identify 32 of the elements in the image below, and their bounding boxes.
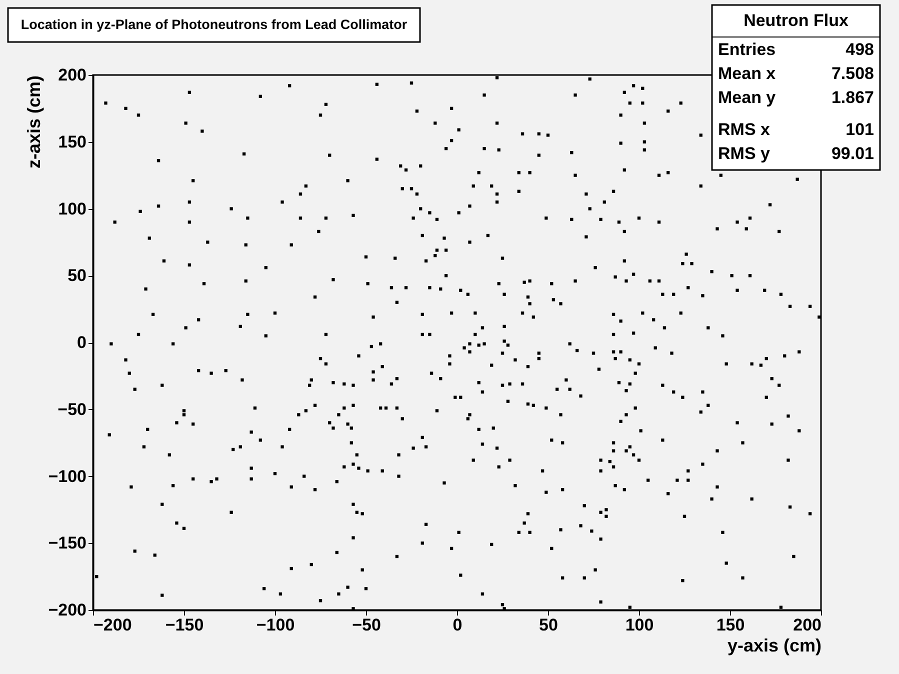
text: 1.867: [831, 88, 874, 107]
y-tick-label: 200: [58, 66, 86, 84]
x-tick-label: 150: [716, 616, 745, 634]
y-axis-title: z-axis (cm): [24, 76, 44, 169]
y-tick-label: 50: [68, 266, 86, 286]
text: 498: [846, 40, 874, 59]
annotation: Mean y: [718, 88, 776, 107]
y-tick-label: 150: [58, 132, 86, 152]
text: Entries: [718, 40, 776, 59]
x-tick-label: −150: [165, 616, 204, 634]
x-tick-label: 50: [539, 616, 558, 634]
y-tick-label: −100: [48, 466, 86, 486]
text: 101: [846, 120, 874, 139]
y-tick-label: −50: [58, 400, 86, 419]
x-tick-label: −200: [94, 616, 132, 634]
x-tick-label: 0: [452, 616, 462, 634]
annotation: RMS x: [718, 120, 770, 139]
x-tick-label: 100: [625, 616, 654, 634]
x-axis-title: y-axis (cm): [727, 636, 822, 656]
text: Neutron Flux: [744, 11, 849, 30]
x-tick-label: −100: [256, 616, 295, 634]
chart-title: Location in yz-Plane of Photoneutrons from Lead Collimator: [20, 17, 408, 32]
annotation: Mean x: [718, 64, 776, 83]
x-tick-label: 200: [793, 616, 822, 634]
y-tick-label: 100: [58, 199, 86, 218]
x-tick-label: −50: [352, 616, 381, 634]
text: 7.508: [831, 64, 874, 83]
text: 99.01: [831, 144, 874, 163]
annotation: RMS y: [718, 144, 770, 163]
y-tick-label: 0: [77, 333, 86, 352]
y-tick-label: −150: [48, 534, 86, 553]
y-tick-label: −200: [48, 600, 86, 620]
